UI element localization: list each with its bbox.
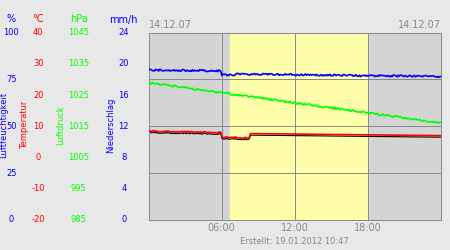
Text: 24: 24 [118,28,129,37]
Text: °C: °C [32,14,44,24]
Text: %: % [7,14,16,24]
Text: Luftfeuchtigkeit: Luftfeuchtigkeit [0,92,8,158]
Text: Temperatur: Temperatur [20,101,29,149]
Text: Luftdruck: Luftdruck [56,105,65,145]
Text: 0: 0 [36,153,41,162]
Text: 40: 40 [33,28,44,37]
Text: 16: 16 [118,90,129,100]
Text: 10: 10 [33,122,44,131]
Text: 1045: 1045 [68,28,89,37]
Text: mm/h: mm/h [109,14,138,24]
Text: 1025: 1025 [68,90,89,100]
Text: -10: -10 [32,184,45,193]
Text: 8: 8 [121,153,126,162]
Text: 25: 25 [6,168,17,177]
Text: 75: 75 [6,75,17,84]
Text: Niederschlag: Niederschlag [106,97,115,153]
Text: 4: 4 [121,184,126,193]
Text: 1005: 1005 [68,153,89,162]
Text: hPa: hPa [70,14,88,24]
Text: Erstellt: 19.01.2012 10:47: Erstellt: 19.01.2012 10:47 [240,237,349,246]
Bar [230,32,368,220]
Text: 0: 0 [121,216,126,224]
Text: -20: -20 [32,216,45,224]
Text: 1015: 1015 [68,122,89,131]
Text: 995: 995 [71,184,86,193]
Text: 100: 100 [4,28,19,37]
Text: 14.12.07: 14.12.07 [398,20,441,30]
Text: 1035: 1035 [68,59,89,68]
Text: 50: 50 [6,122,17,131]
Text: 985: 985 [71,216,87,224]
Text: 0: 0 [9,216,14,224]
Text: 20: 20 [33,90,44,100]
Text: 20: 20 [118,59,129,68]
Text: 30: 30 [33,59,44,68]
Text: 14.12.07: 14.12.07 [148,20,192,30]
Text: 12: 12 [118,122,129,131]
